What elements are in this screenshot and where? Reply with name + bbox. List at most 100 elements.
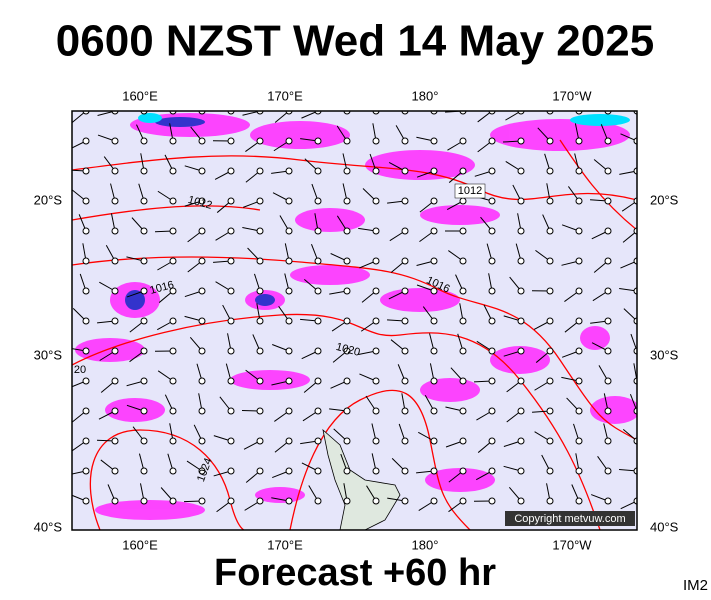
station [430,407,438,415]
station [285,167,293,175]
station [401,317,409,325]
station [575,227,583,235]
station [82,467,90,475]
station [488,317,496,325]
station [198,407,206,415]
station [459,197,467,205]
station [227,347,235,355]
station [430,437,438,445]
wind-barb [201,111,202,112]
station [343,347,351,355]
station [198,137,206,145]
station [372,317,380,325]
station [227,167,235,175]
station [430,137,438,145]
station [82,137,90,145]
station [517,317,525,325]
station [488,377,496,385]
station [517,167,525,175]
lon-label: 160°E [122,88,158,103]
station [604,407,612,415]
station [140,257,148,265]
station [198,167,206,175]
map-area [72,111,637,530]
station [111,197,119,205]
station [314,497,322,505]
station [343,407,351,415]
station [546,287,554,295]
station [198,227,206,235]
station [285,437,293,445]
station [401,197,409,205]
station [314,137,322,145]
station [82,197,90,205]
station [459,377,467,385]
lon-label: 170°E [267,537,303,552]
station [343,467,351,475]
station [227,257,235,265]
station [430,167,438,175]
station [343,257,351,265]
wind-barb [404,111,405,112]
station [575,437,583,445]
station [169,317,177,325]
station [314,257,322,265]
station [604,317,612,325]
station [169,137,177,145]
station [517,407,525,415]
station [140,197,148,205]
station [488,137,496,145]
station [256,227,264,235]
station [488,167,496,175]
lat-label: 40°S [650,519,679,534]
station [604,137,612,145]
wind-barb [607,111,608,112]
station [169,287,177,295]
station [140,467,148,475]
station [169,497,177,505]
station [111,137,119,145]
station [430,467,438,475]
station [343,287,351,295]
station [198,317,206,325]
station [546,347,554,355]
station [401,377,409,385]
station [111,317,119,325]
station [111,287,119,295]
station [401,257,409,265]
station [169,437,177,445]
station [430,197,438,205]
station [169,197,177,205]
station [604,497,612,505]
station [604,347,612,355]
station [285,497,293,505]
station [575,197,583,205]
station [227,227,235,235]
station [256,497,264,505]
station [430,287,438,295]
station [401,137,409,145]
station [430,377,438,385]
station [111,437,119,445]
station [227,407,235,415]
station [575,287,583,295]
station [227,497,235,505]
station [372,467,380,475]
station [488,347,496,355]
station [227,287,235,295]
lat-label: 20°S [650,192,679,207]
lat-label: 30°S [650,347,679,362]
station [372,287,380,295]
station [256,257,264,265]
station [517,257,525,265]
station [256,377,264,385]
station [459,287,467,295]
station [227,137,235,145]
station [82,497,90,505]
station [285,227,293,235]
station [169,377,177,385]
station [227,467,235,475]
station [169,347,177,355]
station [372,407,380,415]
